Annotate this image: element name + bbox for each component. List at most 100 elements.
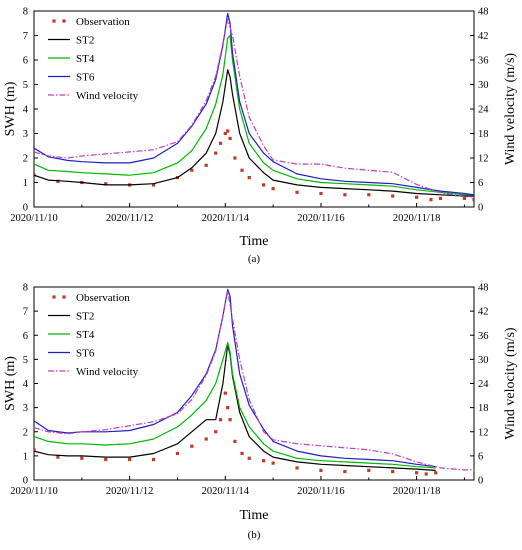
series-line-wind-velocity	[34, 290, 474, 471]
y-tick-label: 8	[23, 7, 28, 18]
observation-point	[415, 195, 419, 199]
legend-label: ST2	[76, 311, 94, 323]
plot-frame	[33, 286, 475, 481]
observation-point	[228, 418, 232, 422]
y-tick-label: 1	[23, 451, 28, 462]
observation-point	[190, 444, 194, 448]
observation-point	[343, 469, 347, 474]
series-line-st4	[34, 34, 474, 196]
observation-point	[240, 451, 244, 456]
panel-label: (b)	[248, 529, 261, 541]
x-tick-label: 2020/11/10	[10, 213, 57, 224]
x-tick-label: 2020/11/14	[202, 213, 250, 224]
observation-point	[295, 190, 299, 194]
observation-point	[56, 455, 60, 459]
y-tick-label: 4	[23, 379, 29, 390]
x-axis-label: Time	[239, 234, 268, 249]
x-tick-label: 2020/11/18	[393, 213, 440, 224]
x-axis-label: Time	[239, 508, 268, 523]
series-group	[34, 288, 474, 476]
observation-point	[367, 193, 371, 197]
y2-axis-label: Wind velocity (m/s)	[503, 327, 518, 440]
y2-tick-label: 0	[478, 476, 483, 487]
legend-label: ST4	[76, 53, 95, 65]
observation-point	[190, 168, 194, 172]
observation-point	[415, 471, 419, 475]
panel-label: (a)	[248, 253, 261, 265]
y-tick-label: 8	[23, 283, 28, 294]
legend-marker	[52, 295, 56, 299]
y2-tick-label: 42	[478, 31, 489, 42]
y2-tick-label: 0	[478, 203, 483, 214]
y-tick-label: 0	[23, 476, 28, 487]
plot-frame	[33, 10, 475, 208]
observation-point	[151, 183, 156, 187]
legend-label: Wind velocity	[76, 366, 139, 378]
legend-label: Wind velocity	[76, 90, 139, 102]
observation-point	[175, 451, 180, 456]
observation-point	[226, 406, 230, 410]
y-tick-label: 6	[23, 56, 28, 67]
y2-tick-label: 12	[478, 154, 489, 165]
x-tick-label: 2020/11/16	[297, 486, 344, 497]
y2-tick-label: 36	[478, 56, 489, 67]
observation-point	[204, 437, 208, 441]
observation-point	[151, 457, 156, 462]
series-line-wind-velocity	[34, 18, 474, 198]
observation-point	[104, 457, 108, 462]
y-tick-label: 6	[23, 331, 28, 342]
y2-tick-label: 6	[478, 178, 483, 189]
y-tick-label: 4	[23, 105, 29, 116]
y2-tick-label: 30	[478, 80, 489, 91]
series-line-st2	[34, 344, 436, 471]
y2-axis-label: Wind velocity (m/s)	[503, 53, 518, 166]
series-line-st2	[34, 69, 474, 197]
y2-tick-label: 18	[478, 129, 489, 140]
legend-label: Observation	[76, 292, 130, 304]
observation-point	[424, 472, 428, 476]
y-tick-label: 2	[23, 427, 28, 438]
observation-point	[80, 456, 84, 460]
legend-label: ST2	[76, 35, 94, 47]
observation-point	[218, 141, 223, 145]
observation-point	[271, 187, 275, 191]
y-tick-label: 0	[23, 203, 28, 214]
series-group	[34, 12, 474, 202]
x-tick-label: 2020/11/12	[106, 486, 153, 497]
observation-point	[247, 176, 251, 180]
y-tick-label: 5	[23, 355, 28, 366]
legend-label: ST6	[76, 348, 95, 360]
x-tick-label: 2020/11/18	[393, 486, 440, 497]
observation-point	[319, 191, 323, 196]
observation-point	[271, 461, 275, 465]
observation-point	[367, 468, 371, 472]
series-line-st6	[34, 12, 474, 196]
observation-point	[391, 469, 395, 474]
observation-point	[462, 196, 467, 201]
observation-point	[233, 439, 237, 443]
observation-point	[223, 391, 227, 395]
y2-tick-label: 30	[478, 355, 489, 366]
observation-point	[438, 196, 443, 201]
observation-point	[343, 193, 347, 197]
legend-label: Observation	[76, 16, 130, 28]
y2-tick-label: 12	[478, 427, 489, 438]
observation-point	[214, 430, 218, 434]
y-axis-label: SWH (m)	[3, 356, 18, 411]
observation-point	[434, 471, 438, 475]
y-tick-label: 7	[23, 307, 28, 318]
legend-marker	[52, 19, 56, 23]
observation-point	[391, 194, 395, 198]
y-tick-label: 2	[23, 154, 28, 165]
legend-label: ST6	[76, 72, 95, 84]
y2-tick-label: 48	[478, 7, 489, 18]
observation-point	[240, 168, 244, 172]
observation-point	[295, 466, 299, 470]
x-tick-label: 2020/11/16	[297, 213, 344, 224]
y2-tick-label: 18	[478, 403, 489, 414]
legend-marker	[62, 19, 66, 23]
legend-marker	[62, 295, 66, 299]
observation-point	[34, 448, 36, 452]
